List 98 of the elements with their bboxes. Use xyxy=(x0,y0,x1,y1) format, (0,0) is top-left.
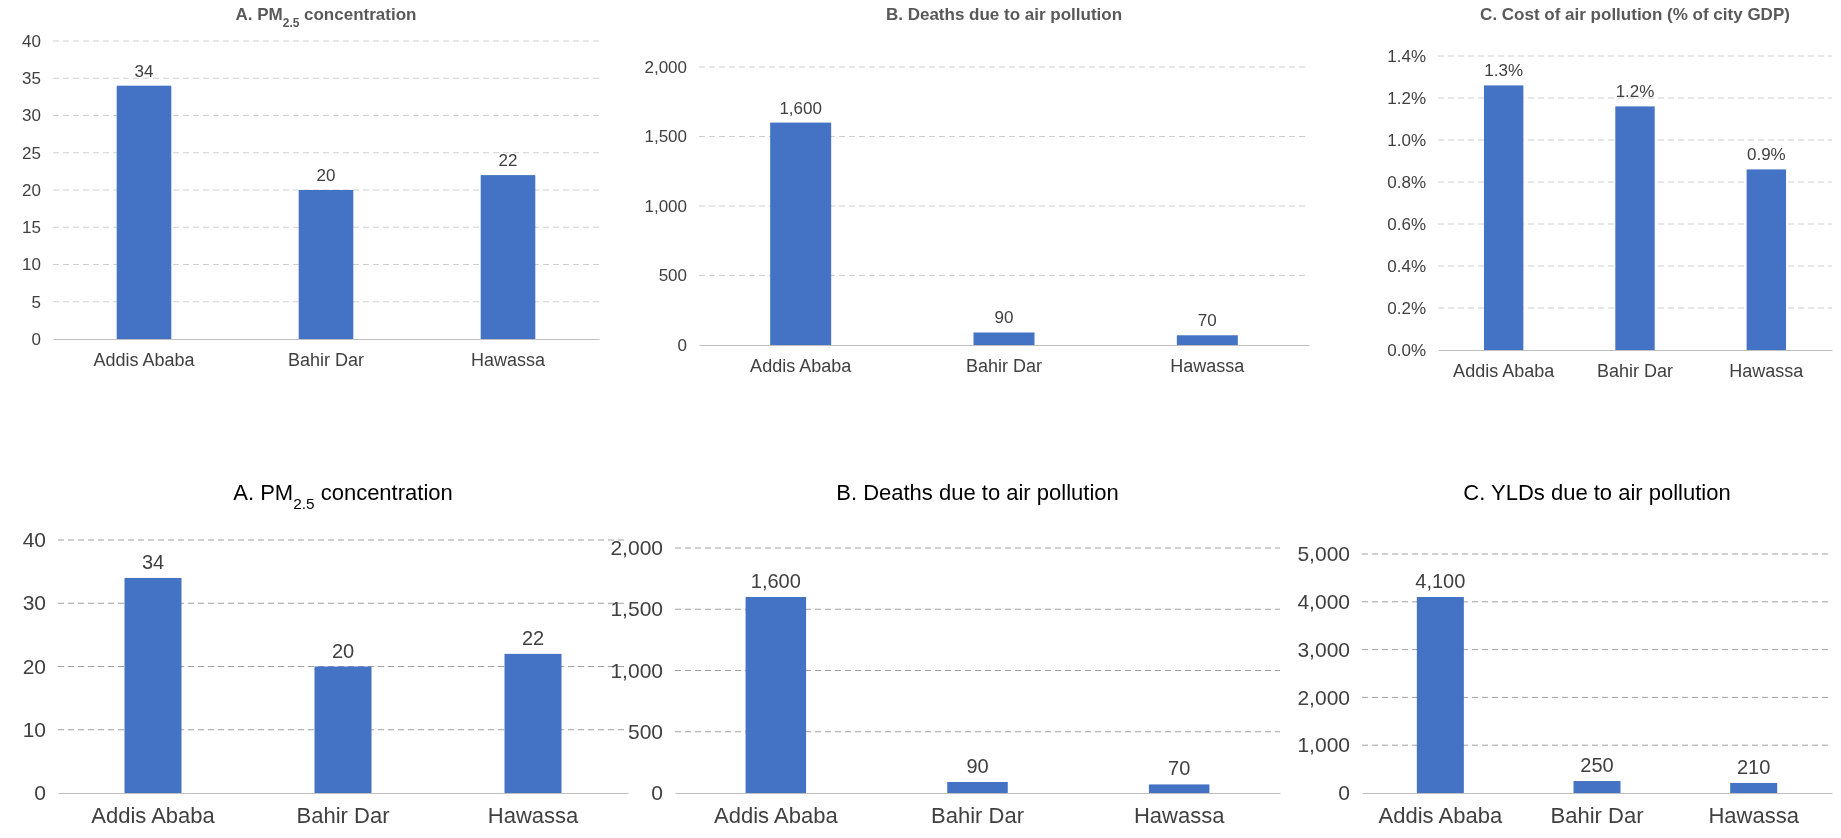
y-tick-label: 40 xyxy=(22,528,46,552)
y-tick-label: 1,500 xyxy=(610,597,663,621)
data-label: 70 xyxy=(1197,311,1217,331)
x-tick-label: Hawassa xyxy=(1708,802,1800,828)
y-tick-label: 4,000 xyxy=(1297,590,1350,614)
bar xyxy=(116,85,172,339)
y-tick-label: 0 xyxy=(651,781,663,805)
bar xyxy=(1730,782,1778,793)
y-tick-label: 1,000 xyxy=(1297,733,1350,757)
data-label: 1,600 xyxy=(779,98,822,118)
y-tick-label: 20 xyxy=(22,180,41,200)
y-tick-label: 0 xyxy=(34,781,46,805)
y-tick-label: 1.2% xyxy=(1387,88,1426,108)
x-tick-label: Bahir Dar xyxy=(931,802,1024,828)
bar xyxy=(314,666,372,793)
data-label: 4,100 xyxy=(1415,570,1466,593)
y-tick-label: 5 xyxy=(31,292,41,312)
y-tick-label: 30 xyxy=(22,591,46,615)
y-tick-label: 0.8% xyxy=(1387,172,1426,192)
data-label: 90 xyxy=(994,308,1014,328)
data-label: 20 xyxy=(316,166,336,185)
y-tick-label: 500 xyxy=(658,266,687,286)
bar xyxy=(770,122,832,345)
bar xyxy=(1416,597,1464,793)
x-tick-label: Hawassa xyxy=(470,349,546,370)
y-tick-label: 2,000 xyxy=(1297,685,1350,709)
x-tick-label: Bahir Dar xyxy=(1550,802,1644,828)
data-label: 70 xyxy=(1168,757,1191,780)
data-label: 34 xyxy=(141,550,165,573)
y-tick-label: 10 xyxy=(22,255,41,275)
chart-title: B. Deaths due to air pollution xyxy=(836,480,1119,505)
chart-title: B. Deaths due to air pollution xyxy=(885,5,1123,24)
x-tick-label: Hawassa xyxy=(487,802,579,828)
data-label: 20 xyxy=(331,639,355,662)
chart-title: C. Cost of air pollution (% of city GDP) xyxy=(1480,5,1790,24)
y-tick-label: 0.2% xyxy=(1387,298,1426,318)
y-tick-label: 1,500 xyxy=(644,127,687,147)
data-label: 22 xyxy=(521,626,545,649)
bar xyxy=(1746,169,1787,350)
y-tick-label: 25 xyxy=(22,143,41,163)
bar xyxy=(745,597,807,793)
x-tick-label: Addis Ababa xyxy=(750,355,853,376)
chart-title: A. PM$_{2.5}$ concentration xyxy=(233,480,453,512)
x-tick-label: Addis Ababa xyxy=(1378,802,1503,828)
y-tick-label: 15 xyxy=(22,218,41,238)
y-tick-label: 0.0% xyxy=(1387,340,1426,360)
bar xyxy=(124,577,182,793)
bar xyxy=(1148,784,1210,793)
chart-title: A. PM$_{2.5}$ concentration xyxy=(235,5,417,30)
chart-title: C. YLDs due to air pollution xyxy=(1463,480,1731,505)
y-tick-label: 500 xyxy=(627,719,663,743)
x-tick-label: Hawassa xyxy=(1133,802,1226,828)
y-tick-label: 2,000 xyxy=(610,536,663,560)
data-label: 250 xyxy=(1580,754,1614,777)
y-tick-label: 3,000 xyxy=(1297,637,1350,661)
y-tick-label: 2,000 xyxy=(644,57,687,77)
data-label: 0.9% xyxy=(1746,145,1786,165)
bar xyxy=(298,190,354,339)
y-tick-label: 1,000 xyxy=(644,196,687,216)
data-label: 34 xyxy=(134,61,154,81)
bar xyxy=(1615,106,1655,350)
bar xyxy=(480,175,536,339)
data-label: 1,600 xyxy=(750,570,801,592)
x-tick-label: Bahir Dar xyxy=(287,349,365,370)
y-tick-label: 0.6% xyxy=(1387,214,1426,234)
x-tick-label: Hawassa xyxy=(1170,355,1246,376)
y-tick-label: 35 xyxy=(22,69,41,89)
x-tick-label: Bahir Dar xyxy=(1596,360,1674,381)
data-label: 22 xyxy=(498,151,518,171)
bar xyxy=(1176,335,1238,345)
bar xyxy=(1483,85,1524,350)
x-tick-label: Addis Ababa xyxy=(714,802,839,828)
x-tick-label: Hawassa xyxy=(1729,360,1805,381)
data-label: 1.3% xyxy=(1484,61,1524,81)
x-tick-label: Bahir Dar xyxy=(296,802,390,828)
y-tick-label: 0.4% xyxy=(1387,256,1426,276)
y-tick-label: 0 xyxy=(1338,781,1350,805)
y-tick-label: 40 xyxy=(22,31,41,51)
y-tick-label: 1,000 xyxy=(610,658,663,682)
y-tick-label: 5,000 xyxy=(1297,542,1350,566)
y-tick-label: 30 xyxy=(22,106,41,126)
bar xyxy=(973,332,1035,345)
y-tick-label: 10 xyxy=(22,717,46,741)
y-tick-label: 1.4% xyxy=(1387,46,1426,66)
bar xyxy=(1573,781,1621,793)
y-tick-label: 20 xyxy=(22,654,46,678)
y-tick-label: 0 xyxy=(677,335,687,355)
x-tick-label: Bahir Dar xyxy=(965,355,1043,376)
x-tick-label: Addis Ababa xyxy=(1453,360,1556,381)
bar xyxy=(504,653,562,793)
x-tick-label: Addis Ababa xyxy=(91,802,216,828)
y-tick-label: 0 xyxy=(31,329,41,349)
data-label: 90 xyxy=(966,754,989,777)
bar xyxy=(947,781,1008,793)
data-label: 1.2% xyxy=(1615,82,1655,102)
y-tick-label: 1.0% xyxy=(1387,130,1426,150)
x-tick-label: Addis Ababa xyxy=(93,349,196,370)
data-label: 210 xyxy=(1736,755,1771,778)
